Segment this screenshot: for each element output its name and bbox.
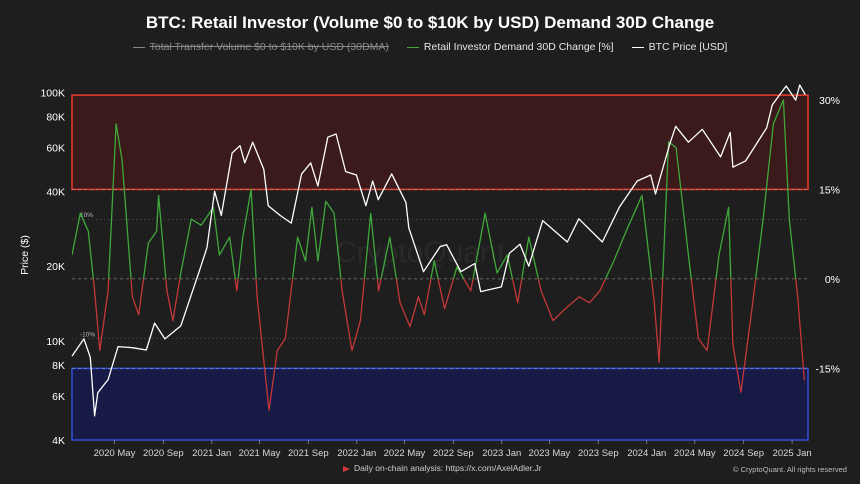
- left-tick-label: 100K: [40, 87, 65, 99]
- legend-label: Retail Investor Demand 30D Change [%]: [423, 41, 614, 53]
- left-tick-label: 40K: [46, 186, 65, 198]
- legend-label: Total Transfer Volume $0 to $10K by USD …: [149, 41, 389, 53]
- left-tick-label: 10K: [46, 336, 65, 348]
- left-tick-label: 60K: [46, 142, 65, 154]
- x-tick-label: 2022 Jan: [337, 448, 376, 459]
- right-tick-label: -15%: [815, 363, 840, 375]
- right-tick-label: 30%: [819, 95, 840, 107]
- x-tick-label: 2021 Jan: [192, 448, 231, 459]
- x-tick-label: 2024 Jan: [627, 448, 666, 459]
- gridlines-layer: 10% -10%: [72, 189, 808, 369]
- x-tick-label: 2024 May: [674, 448, 716, 459]
- flag-icon: [343, 465, 350, 472]
- legend-item-total-transfer-volume[interactable]: Total Transfer Volume $0 to $10K by USD …: [132, 41, 389, 53]
- x-tick-label: 2023 May: [529, 448, 571, 459]
- left-tick-label: 80K: [46, 111, 65, 123]
- chart-legend: Total Transfer Volume $0 to $10K by USD …: [0, 41, 860, 53]
- x-tick-label: 2021 May: [239, 448, 281, 459]
- x-tick-label: 2024 Sep: [723, 448, 764, 459]
- footer-note-text[interactable]: Daily on-chain analysis: https://x.com/A…: [354, 463, 542, 473]
- x-tick-label: 2020 May: [94, 448, 136, 459]
- left-tick-label: 20K: [46, 261, 65, 273]
- right-tick-label: 15%: [819, 184, 840, 196]
- demand-line-positive: [72, 99, 797, 279]
- x-tick-label: 2022 Sep: [433, 448, 474, 459]
- chart-title: BTC: Retail Investor (Volume $0 to $10K …: [145, 13, 715, 32]
- demand-series: [72, 99, 806, 411]
- x-tick-label: 2021 Sep: [288, 448, 329, 459]
- axes-layer: 4K 6K 8K 10K 20K 40K 60K 80K 100K 30% 15% 0% -15% 202…: [40, 87, 840, 459]
- zones-layer: [71, 94, 809, 441]
- legend-swatch: [631, 46, 644, 48]
- legend-item-retail-demand[interactable]: Retail Investor Demand 30D Change [%]: [406, 41, 614, 53]
- x-tick-label: 2023 Jan: [482, 448, 521, 459]
- x-tick-label: 2022 May: [384, 448, 426, 459]
- x-tick-label: 2020 Sep: [143, 448, 184, 459]
- legend-item-btc-price[interactable]: BTC Price [USD]: [631, 41, 728, 53]
- inner-reference-label: -10%: [80, 332, 95, 339]
- legend-label: BTC Price [USD]: [648, 41, 728, 53]
- x-tick-label: 2025 Jan: [773, 448, 812, 459]
- oversold-zone: [71, 367, 809, 441]
- legend-swatch: [406, 46, 419, 48]
- legend-swatch: [132, 46, 145, 48]
- price-series: [71, 84, 806, 417]
- x-tick-label: 2023 Sep: [578, 448, 619, 459]
- inner-reference-label: 10%: [80, 212, 93, 219]
- left-tick-label: 4K: [52, 435, 65, 447]
- left-tick-label: 6K: [52, 391, 65, 403]
- price-line: [71, 84, 806, 417]
- demand-line-negative: [92, 278, 806, 411]
- right-tick-label: 0%: [825, 274, 840, 286]
- left-tick-label: 8K: [52, 360, 65, 372]
- overheated-zone: [71, 94, 809, 191]
- y-axis-label: Price ($): [19, 235, 31, 275]
- copyright: © CryptoQuant. All rights reserved: [733, 465, 847, 474]
- footer-note: Daily on-chain analysis: https://x.com/A…: [343, 463, 542, 473]
